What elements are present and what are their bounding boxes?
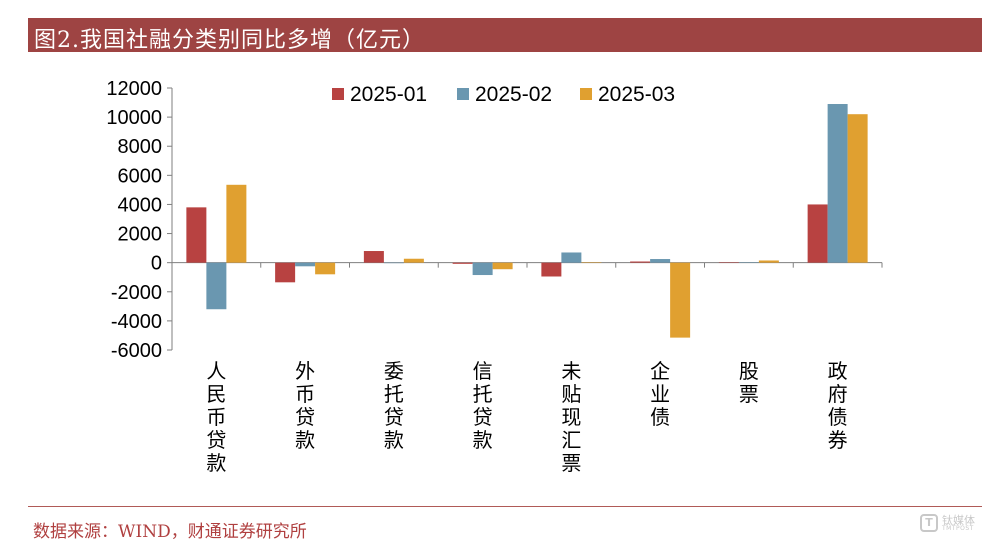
y-tick-label: 8000 [118, 136, 163, 158]
footer-divider [28, 506, 982, 507]
x-category-label: 股票 [739, 359, 759, 406]
bar-2025-03-1 [315, 262, 336, 275]
bar-2025-01-7 [807, 204, 828, 263]
axes: 12000 10000 8000 6000 4000 2000 0 -2000 -4000 -60… [106, 78, 883, 475]
bar-2025-03-7 [847, 114, 868, 263]
bar-2025-01-4 [541, 262, 562, 277]
bar-2025-03-4 [581, 262, 602, 263]
y-tick-label: 4000 [118, 194, 163, 216]
bar-2025-01-6 [718, 262, 739, 263]
bar-2025-02-4 [561, 252, 582, 263]
title-bar: 图2.我国社融分类别同比多增（亿元） [28, 18, 982, 53]
bar-2025-02-7 [827, 104, 848, 263]
bar-2025-03-5 [670, 262, 691, 338]
bar-2025-01-1 [275, 262, 296, 283]
y-tick-label: 6000 [118, 165, 163, 187]
bar-2025-02-0 [206, 262, 227, 310]
watermark-text: 钛媒体 [942, 514, 975, 527]
bar-2025-02-6 [738, 262, 759, 263]
y-tick-label: -2000 [111, 282, 162, 304]
bar-chart: 12000 10000 8000 6000 4000 2000 0 -2000 -4000 -60… [106, 78, 883, 475]
legend: 2025-01 2025-02 2025-03 [332, 83, 675, 106]
watermark-subtext: TMTPOST [942, 525, 974, 532]
bar-2025-03-0 [226, 184, 247, 263]
bar-2025-01-2 [363, 251, 384, 263]
bar-2025-02-5 [650, 259, 671, 263]
bar-2025-01-0 [186, 207, 207, 263]
legend-label-2025-01: 2025-01 [350, 83, 427, 106]
y-tick-label: 0 [151, 253, 162, 275]
bar-2025-02-3 [472, 262, 493, 276]
y-tick-label: -6000 [111, 340, 162, 362]
source-note: 数据来源：WIND，财通证券研究所 [33, 522, 307, 542]
bar-2025-01-5 [630, 261, 651, 263]
y-tick-label: 10000 [106, 107, 162, 129]
watermark-icon: T [920, 514, 938, 532]
legend-swatch-2025-03 [580, 88, 592, 100]
y-tick-label: 12000 [106, 78, 162, 100]
legend-label-2025-03: 2025-03 [598, 83, 675, 106]
bar-2025-02-1 [295, 262, 316, 267]
x-category-label: 企业债 [650, 359, 670, 429]
x-category-label: 委托贷款 [384, 359, 404, 452]
y-tick-label: -4000 [111, 311, 162, 333]
x-category-label: 政府债券 [828, 359, 848, 452]
x-category-label: 外币贷款 [295, 359, 315, 452]
bar-2025-03-2 [403, 258, 424, 263]
bar-2025-03-6 [758, 260, 779, 263]
legend-label-2025-02: 2025-02 [475, 83, 552, 106]
bar-2025-02-2 [383, 262, 404, 264]
y-tick-label: 2000 [118, 224, 163, 246]
watermark-logo: T 钛媒体 TMTPOST [920, 512, 982, 534]
x-category-label: 人民币贷款 [206, 359, 226, 475]
bars [186, 104, 868, 338]
bar-2025-01-3 [452, 262, 473, 264]
x-category-label: 未贴现汇票 [561, 359, 581, 475]
chart-title: 图2.我国社融分类别同比多增（亿元） [34, 28, 425, 53]
legend-swatch-2025-02 [457, 88, 469, 100]
x-category-label: 信托贷款 [473, 359, 493, 452]
legend-swatch-2025-01 [332, 88, 344, 100]
bar-2025-03-3 [492, 262, 513, 270]
